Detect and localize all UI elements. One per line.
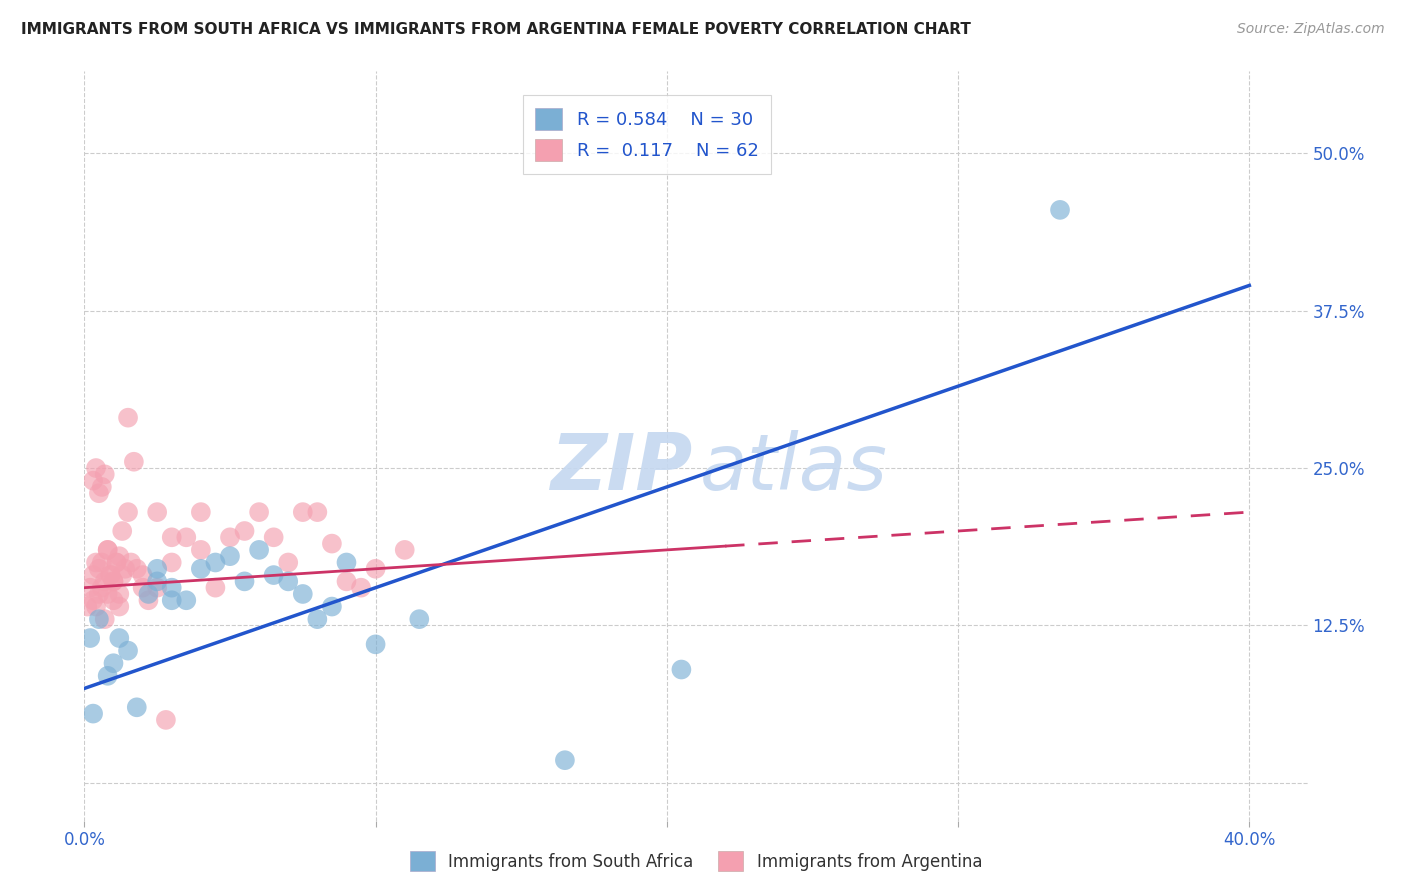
Point [394, 542, 416, 557]
Point [263, 568, 285, 582]
Point [108, 587, 131, 601]
Point [321, 599, 343, 614]
Point [321, 536, 343, 550]
Point [79, 631, 101, 645]
Point [160, 581, 183, 595]
Point [82, 593, 104, 607]
Point [350, 581, 373, 595]
Text: atlas: atlas [700, 431, 887, 507]
Point [111, 524, 134, 538]
Point [160, 593, 183, 607]
Legend: Immigrants from South Africa, Immigrants from Argentina: Immigrants from South Africa, Immigrants… [402, 843, 990, 880]
Point [174, 530, 197, 544]
Point [93, 574, 115, 589]
Point [190, 542, 212, 557]
Point [84, 556, 107, 570]
Point [335, 556, 357, 570]
Point [138, 593, 160, 607]
Point [97, 669, 120, 683]
Point [277, 574, 299, 589]
Point [108, 631, 131, 645]
Point [291, 587, 314, 601]
Point [90, 480, 112, 494]
Point [131, 581, 153, 595]
Point [364, 562, 387, 576]
Point [190, 562, 212, 576]
Point [233, 574, 256, 589]
Point [103, 574, 125, 589]
Point [84, 461, 107, 475]
Point [160, 530, 183, 544]
Point [93, 612, 115, 626]
Point [671, 663, 693, 677]
Point [79, 581, 101, 595]
Point [103, 657, 125, 671]
Point [105, 556, 128, 570]
Point [111, 568, 134, 582]
Point [219, 530, 242, 544]
Point [122, 455, 145, 469]
Text: ZIP: ZIP [550, 431, 692, 507]
Point [76, 599, 98, 614]
Point [117, 505, 139, 519]
Point [219, 549, 242, 564]
Point [131, 568, 153, 582]
Point [100, 568, 122, 582]
Point [120, 556, 142, 570]
Point [84, 599, 107, 614]
Point [105, 556, 128, 570]
Point [155, 713, 177, 727]
Point [100, 568, 122, 582]
Point [146, 505, 169, 519]
Point [146, 574, 169, 589]
Point [82, 474, 104, 488]
Point [103, 574, 125, 589]
Point [117, 410, 139, 425]
Point [138, 587, 160, 601]
Point [93, 467, 115, 482]
Point [87, 587, 110, 601]
Point [174, 593, 197, 607]
Point [204, 581, 226, 595]
Point [146, 562, 169, 576]
Point [125, 562, 148, 576]
Point [291, 505, 314, 519]
Point [204, 556, 226, 570]
Text: IMMIGRANTS FROM SOUTH AFRICA VS IMMIGRANTS FROM ARGENTINA FEMALE POVERTY CORRELA: IMMIGRANTS FROM SOUTH AFRICA VS IMMIGRAN… [21, 22, 972, 37]
Point [146, 581, 169, 595]
Point [263, 530, 285, 544]
Point [97, 542, 120, 557]
Text: Source: ZipAtlas.com: Source: ZipAtlas.com [1237, 22, 1385, 37]
Point [82, 568, 104, 582]
Point [103, 593, 125, 607]
Point [90, 556, 112, 570]
Point [335, 574, 357, 589]
Point [117, 643, 139, 657]
Point [307, 612, 329, 626]
Point [97, 542, 120, 557]
Point [82, 706, 104, 721]
Point [108, 599, 131, 614]
Point [277, 556, 299, 570]
Point [247, 505, 270, 519]
Point [307, 505, 329, 519]
Point [554, 753, 576, 767]
Point [87, 562, 110, 576]
Point [114, 562, 136, 576]
Point [87, 612, 110, 626]
Point [364, 637, 387, 651]
Point [160, 556, 183, 570]
Point [190, 505, 212, 519]
Point [87, 486, 110, 500]
Point [108, 549, 131, 564]
Point [125, 700, 148, 714]
Point [247, 542, 270, 557]
Point [408, 612, 430, 626]
Point [1049, 202, 1071, 217]
Point [90, 581, 112, 595]
Point [97, 587, 120, 601]
Point [233, 524, 256, 538]
